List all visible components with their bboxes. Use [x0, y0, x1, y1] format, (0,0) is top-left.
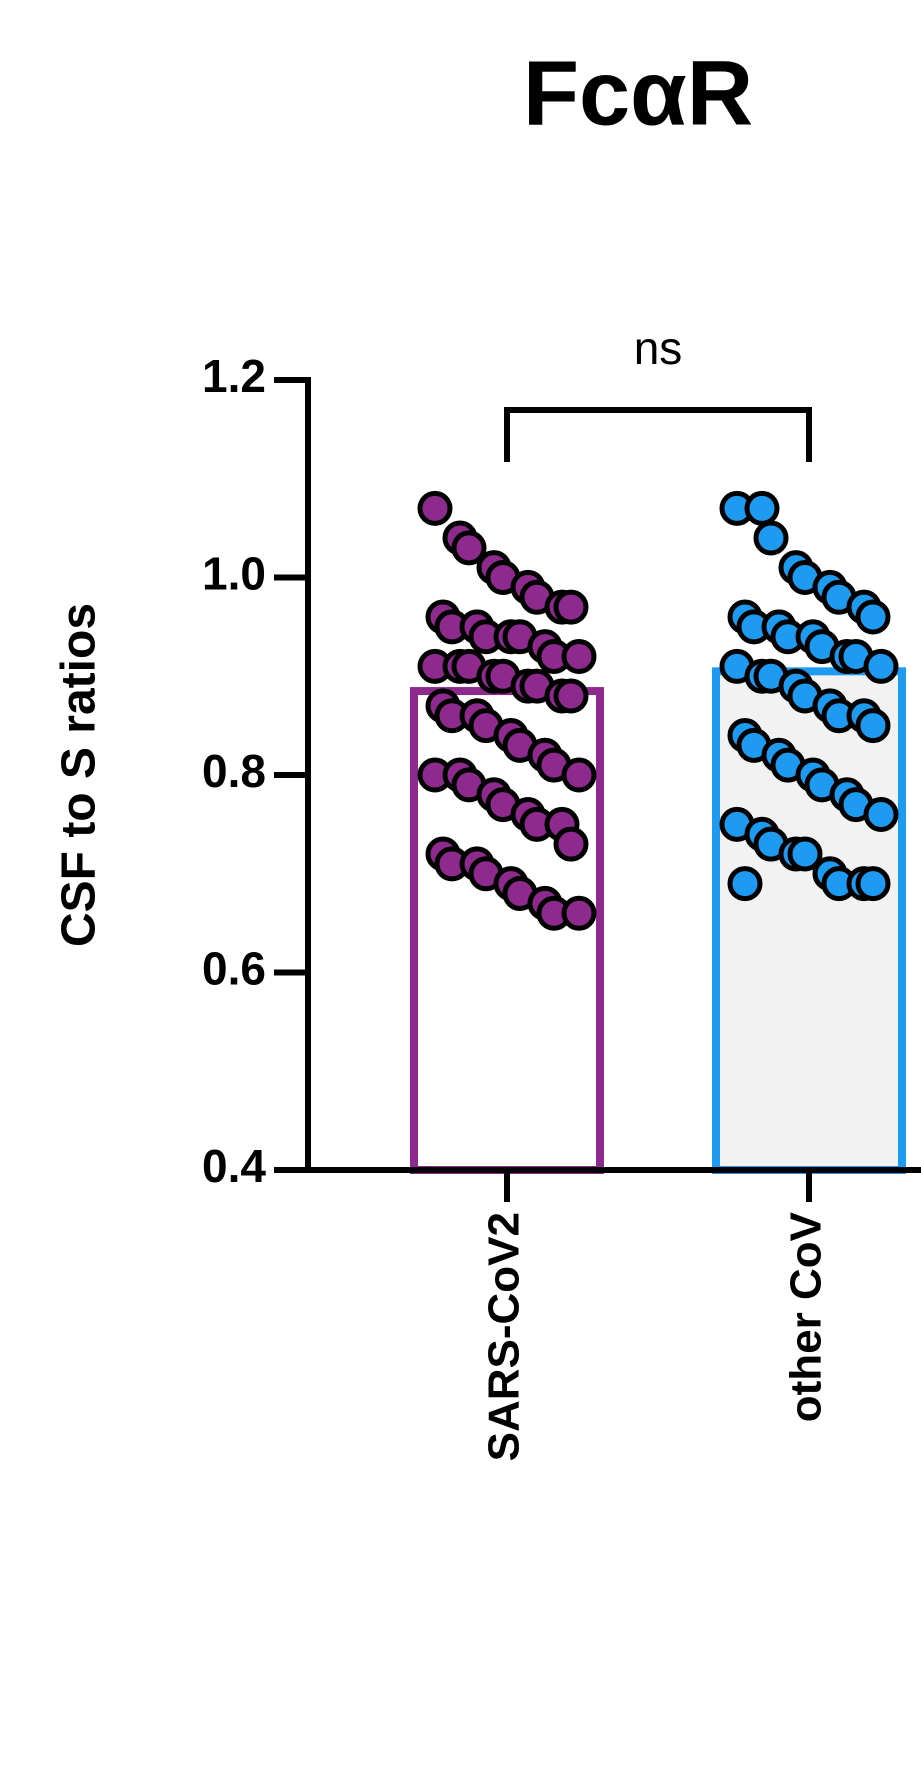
- y-tick-label: 0.8: [202, 745, 266, 797]
- data-point: [553, 678, 589, 714]
- data-point: [561, 639, 597, 674]
- data-point: [561, 895, 597, 931]
- significance-bracket: [504, 407, 812, 462]
- x-tick-label: SARS-CoV2: [480, 1212, 529, 1461]
- data-point: [553, 589, 589, 625]
- data-point: [744, 490, 780, 526]
- x-tick-label: other CoV: [782, 1211, 831, 1422]
- data-point: [855, 599, 891, 635]
- chart-title: FcαR: [523, 42, 753, 144]
- y-tick-label: 1.0: [202, 548, 266, 600]
- data-point: [787, 836, 823, 872]
- data-point: [561, 757, 597, 793]
- y-axis-title: CSF to S ratios: [53, 603, 106, 947]
- data-point: [855, 708, 891, 744]
- data-point: [863, 797, 899, 832]
- y-tick-label: 0.4: [202, 1140, 266, 1192]
- y-tick-label: 0.6: [202, 943, 266, 995]
- data-point: [451, 530, 487, 566]
- significance-label: ns: [634, 322, 683, 374]
- data-point: [553, 826, 589, 862]
- y-tick-label: 1.2: [202, 350, 266, 402]
- data-point: [417, 490, 453, 526]
- data-point: [863, 648, 899, 684]
- data-point: [855, 866, 891, 902]
- data-point: [727, 866, 763, 902]
- data-point: [753, 520, 789, 556]
